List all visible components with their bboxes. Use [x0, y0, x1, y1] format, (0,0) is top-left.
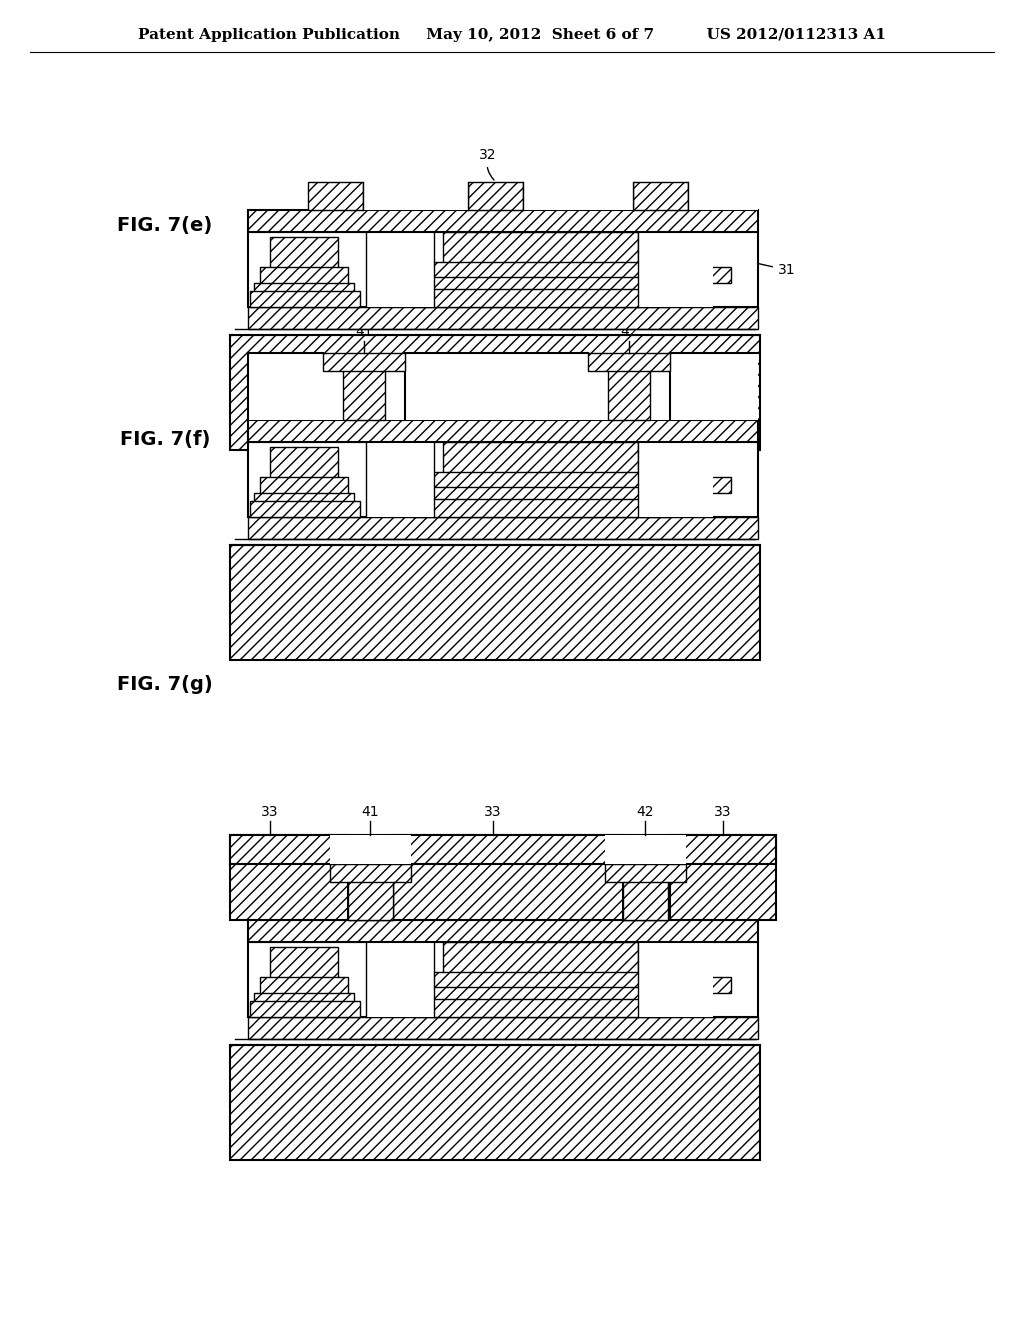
Bar	[250, 290, 360, 308]
Text: 42: 42	[636, 805, 653, 818]
Bar	[638, 442, 713, 517]
Text: FIG. 7(e): FIG. 7(e)	[118, 215, 213, 235]
Bar	[254, 993, 354, 1003]
Bar	[248, 517, 758, 539]
Bar	[653, 477, 731, 492]
Bar	[330, 836, 411, 865]
Bar	[248, 352, 343, 420]
Text: Patent Application Publication     May 10, 2012  Sheet 6 of 7          US 2012/0: Patent Application Publication May 10, 2…	[138, 28, 886, 42]
Text: 41: 41	[361, 805, 379, 818]
Bar	[605, 836, 686, 865]
Bar	[688, 182, 758, 210]
Bar	[230, 545, 760, 660]
Bar	[230, 335, 760, 450]
Bar	[270, 946, 338, 979]
Bar	[323, 352, 406, 371]
Bar	[248, 1016, 758, 1039]
Bar	[248, 920, 758, 942]
Bar	[413, 499, 668, 517]
Text: 31: 31	[740, 260, 796, 277]
Bar	[643, 946, 703, 979]
Bar	[413, 999, 668, 1016]
Bar	[423, 277, 658, 290]
Text: 41: 41	[355, 325, 373, 339]
Bar	[260, 267, 348, 285]
Bar	[443, 942, 638, 974]
Bar	[348, 869, 393, 920]
Bar	[330, 865, 411, 882]
Bar	[523, 182, 633, 210]
Bar	[250, 502, 360, 517]
Text: 33: 33	[261, 805, 279, 818]
Bar	[270, 238, 338, 269]
Bar	[643, 447, 703, 479]
Bar	[270, 447, 338, 479]
Bar	[653, 977, 731, 993]
Bar	[433, 972, 648, 989]
Bar	[633, 182, 688, 210]
Bar	[362, 182, 468, 210]
Bar	[234, 329, 755, 335]
Bar	[343, 358, 385, 420]
Bar	[670, 836, 776, 920]
Bar	[433, 261, 648, 279]
Bar	[250, 1001, 360, 1016]
Bar	[623, 869, 668, 920]
Bar	[308, 182, 362, 210]
Bar	[443, 232, 638, 264]
Bar	[254, 492, 354, 503]
Text: 42: 42	[621, 325, 638, 339]
Bar	[366, 232, 434, 308]
Bar	[393, 836, 623, 920]
Bar	[638, 232, 713, 308]
Bar	[248, 210, 758, 232]
Bar	[605, 865, 686, 882]
Bar	[230, 1045, 760, 1160]
Bar	[643, 238, 703, 269]
Text: 33: 33	[715, 805, 732, 818]
Bar	[588, 352, 670, 371]
Bar	[260, 977, 348, 995]
Bar	[260, 477, 348, 495]
Text: FIG. 7(g): FIG. 7(g)	[117, 676, 213, 694]
Bar	[230, 836, 348, 920]
Bar	[650, 352, 758, 420]
Bar	[653, 267, 731, 282]
Bar	[413, 289, 668, 308]
Bar	[248, 420, 758, 442]
Bar	[348, 836, 393, 920]
Bar	[608, 358, 650, 420]
Bar	[248, 442, 758, 517]
Bar	[366, 442, 434, 517]
Text: 33: 33	[484, 805, 502, 818]
Bar	[366, 942, 434, 1016]
Bar	[623, 836, 668, 920]
Bar	[638, 942, 713, 1016]
Bar	[248, 232, 758, 308]
Bar	[254, 282, 354, 293]
Text: 32: 32	[479, 148, 497, 180]
Text: FIG. 7(f): FIG. 7(f)	[120, 430, 210, 450]
Bar	[423, 487, 658, 502]
Bar	[385, 352, 608, 420]
Bar	[443, 442, 638, 474]
Bar	[468, 182, 523, 210]
Bar	[423, 987, 658, 1001]
Bar	[248, 942, 758, 1016]
Bar	[433, 473, 648, 488]
Bar	[248, 308, 758, 329]
Bar	[230, 836, 776, 865]
